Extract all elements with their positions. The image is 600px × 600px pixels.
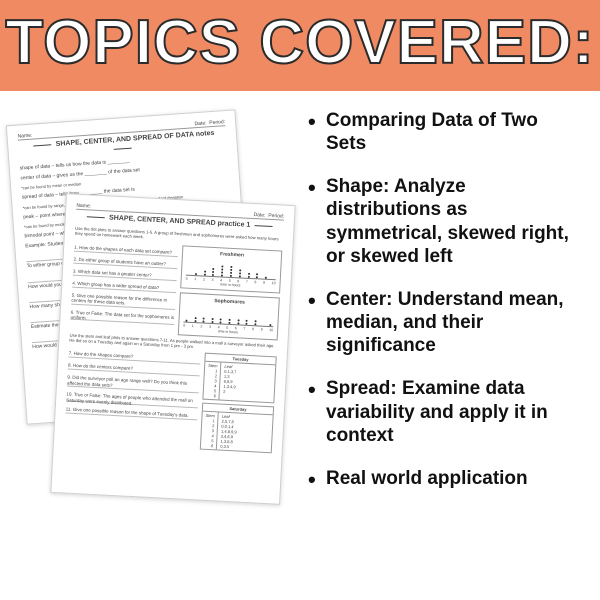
question: 2. Do either group of students have an o… <box>73 256 177 268</box>
question: 10. True or False: The ages of people wh… <box>66 391 198 408</box>
question: 6. True or False: The data set for the s… <box>70 309 174 324</box>
period-label: Period: <box>209 119 225 126</box>
name-label: Name: <box>17 132 32 139</box>
worksheet-preview: Name: Date: Period: SHAPE, CENTER, AND S… <box>10 109 300 509</box>
topic-item: Spread: Examine data variability and app… <box>304 377 582 447</box>
banner: TOPICS COVERED: <box>0 0 600 91</box>
question: 1. How do the shapes of each data set co… <box>74 244 178 256</box>
question: 3. Which data set has a greater center? <box>73 268 177 280</box>
question: 8. How do the centers compare? <box>68 362 200 376</box>
dotplot-sophomores: Sophomores 012345678910 time in hours <box>178 292 280 340</box>
topics-list: Comparing Data of Two Sets Shape: Analyze… <box>300 109 582 521</box>
topic-item: Real world application <box>304 467 582 490</box>
question: 7. How do the shapes compare? <box>68 350 200 364</box>
dotplot-freshmen: Freshmen 012345678910 time in hours <box>180 245 282 293</box>
date-label: Date: <box>253 212 265 219</box>
stemplot-tuesday: Tuesday Stem123456Leaf0,1,3,71,36,8,91,3… <box>202 353 276 404</box>
content-area: Name: Date: Period: SHAPE, CENTER, AND S… <box>0 91 600 531</box>
question: 4. Which group has a wider spread of dat… <box>72 280 176 292</box>
stemplot-saturday: Saturday Stem123456Leaf2,5,7,80,0,1,41,4… <box>200 402 274 453</box>
name-label: Name: <box>76 203 91 210</box>
period-label: Period: <box>268 213 284 220</box>
question: 9. Did the surveyor poll an age range we… <box>67 374 199 393</box>
topics-ul: Comparing Data of Two Sets Shape: Analyze… <box>304 109 582 490</box>
topic-item: Comparing Data of Two Sets <box>304 109 582 155</box>
date-label: Date: <box>194 120 206 127</box>
stemplot-body: Stem123456Leaf2,5,7,80,0,1,41,4,8,9,92,4… <box>201 412 273 453</box>
worksheet-practice: Name: Date: Period: SHAPE, CENTER, AND S… <box>50 193 295 505</box>
topic-item: Center: Understand mean, median, and the… <box>304 288 582 358</box>
stemplot-body: Stem123456Leaf0,1,3,71,36,8,91,3,4,92 <box>203 362 275 403</box>
question: 5. Give one possible reason for the diff… <box>71 292 175 309</box>
question: 11. Give one possible reason for the sha… <box>65 406 197 420</box>
topic-item: Shape: Analyze distributions as symmetri… <box>304 175 582 268</box>
banner-title: TOPICS COVERED: <box>0 14 600 73</box>
